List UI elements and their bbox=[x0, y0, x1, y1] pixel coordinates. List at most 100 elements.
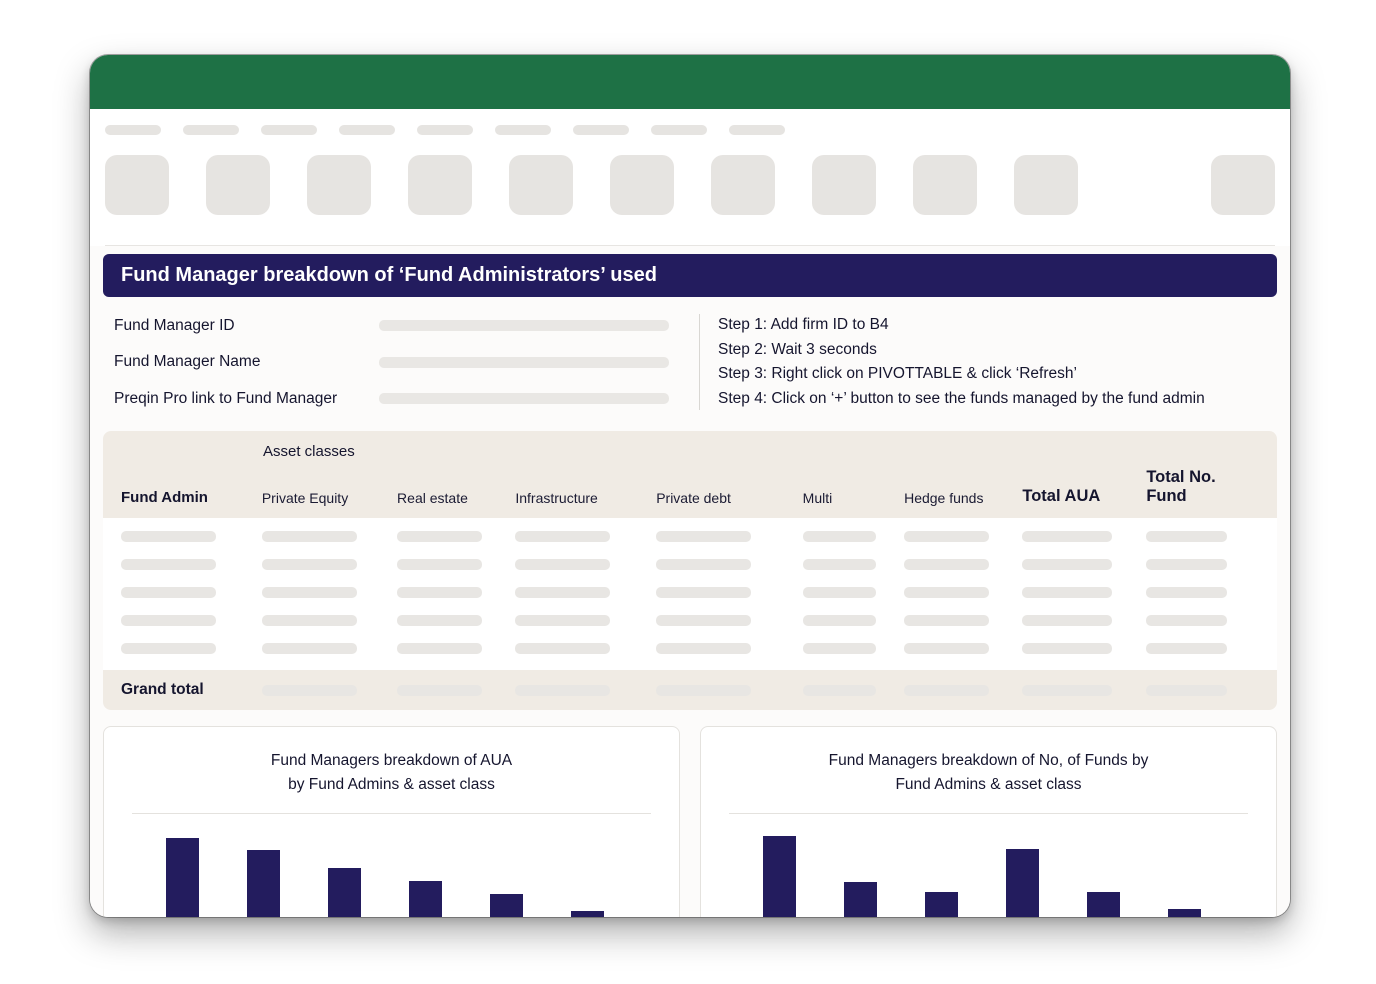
table-cell-placeholder bbox=[261, 614, 397, 626]
step-2: Step 2: Wait 3 seconds bbox=[718, 340, 877, 358]
ribbon-button-placeholder bbox=[812, 155, 876, 215]
grand-total-cell-placeholder bbox=[656, 684, 802, 696]
bar bbox=[166, 838, 199, 917]
chart-title-line: Fund Managers breakdown of No, of Funds … bbox=[828, 752, 1149, 769]
table-cell-placeholder bbox=[1146, 586, 1259, 598]
column-header-private-debt: Private debt bbox=[656, 490, 731, 506]
table-cell-placeholder bbox=[515, 642, 656, 654]
app-window: Fund Manager breakdown of ‘Fund Administ… bbox=[90, 55, 1290, 917]
ribbon-tab-placeholder bbox=[495, 125, 551, 135]
grand-total-cell-placeholder bbox=[515, 684, 656, 696]
chart-title-divider bbox=[729, 813, 1248, 814]
bar bbox=[1006, 849, 1039, 917]
column-header-infrastructure: Infrastructure bbox=[515, 490, 598, 506]
field-row: Fund Manager ID bbox=[114, 311, 699, 340]
ribbon-button-placeholder bbox=[105, 155, 169, 215]
bar bbox=[763, 836, 796, 917]
grand-total-label: Grand total bbox=[121, 681, 204, 698]
column-headers-row: Fund Admin Private Equity Real estate In… bbox=[103, 468, 1277, 518]
bar bbox=[1168, 909, 1201, 917]
bar bbox=[1087, 892, 1120, 917]
table-cell-placeholder bbox=[261, 530, 397, 542]
table-cell-placeholder bbox=[802, 530, 904, 542]
fund-manager-id-value-cell[interactable] bbox=[379, 320, 669, 331]
step-4: Step 4: Click on ‘+’ button to see the f… bbox=[718, 389, 1205, 407]
preqin-pro-link-label: Preqin Pro link to Fund Manager bbox=[114, 389, 338, 407]
ribbon-button-placeholder bbox=[610, 155, 674, 215]
table-cell-placeholder bbox=[121, 530, 262, 542]
window-title-bar bbox=[90, 55, 1290, 109]
table-cell-placeholder bbox=[397, 558, 515, 570]
table-cell-placeholder bbox=[121, 642, 262, 654]
table-cell-placeholder bbox=[515, 530, 656, 542]
table-row bbox=[103, 578, 1277, 606]
table-cell-placeholder bbox=[656, 586, 802, 598]
column-header-multi: Multi bbox=[802, 490, 833, 506]
worksheet-area: Fund Manager breakdown of ‘Fund Administ… bbox=[90, 246, 1290, 917]
table-cell-placeholder bbox=[904, 586, 1022, 598]
table-header: Asset classes Fund Admin Private Equity … bbox=[103, 431, 1277, 518]
chart-title-line: by Fund Admins & asset class bbox=[288, 776, 495, 793]
grand-total-row: Grand total bbox=[103, 670, 1277, 710]
ribbon-tab-placeholder bbox=[573, 125, 629, 135]
chart-title-no-of-funds: Fund Managers breakdown of No, of Funds … bbox=[701, 749, 1276, 797]
fund-manager-id-label: Fund Manager ID bbox=[114, 316, 235, 334]
charts-row: Fund Managers breakdown of AUA by Fund A… bbox=[103, 726, 1277, 917]
instructions: Step 1: Add firm ID to B4 Step 2: Wait 3… bbox=[700, 311, 1205, 413]
table-cell-placeholder bbox=[261, 558, 397, 570]
table-cell-placeholder bbox=[515, 614, 656, 626]
ribbon-tab-placeholder bbox=[729, 125, 785, 135]
grand-total-cell-placeholder bbox=[802, 684, 904, 696]
table-cell-placeholder bbox=[121, 558, 262, 570]
table-cell-placeholder bbox=[802, 642, 904, 654]
toolbar-ribbon bbox=[90, 109, 1290, 246]
table-row bbox=[103, 550, 1277, 578]
ribbon-button-placeholder bbox=[711, 155, 775, 215]
table-row bbox=[103, 606, 1277, 634]
fund-manager-name-value-cell[interactable] bbox=[379, 356, 669, 368]
ribbon-tab-placeholder bbox=[105, 125, 161, 135]
ribbon-button-placeholder bbox=[307, 155, 371, 215]
ribbon-button-placeholder bbox=[1211, 155, 1275, 215]
table-cell-placeholder bbox=[802, 586, 904, 598]
chart-title-divider bbox=[132, 813, 651, 814]
column-header-total-aua: Total AUA bbox=[1022, 487, 1101, 505]
table-cell-placeholder bbox=[656, 558, 802, 570]
table-cell-placeholder bbox=[515, 558, 656, 570]
chart-card-no-of-funds: Fund Managers breakdown of No, of Funds … bbox=[700, 726, 1277, 917]
grand-total-cell-placeholder bbox=[397, 684, 515, 696]
column-header-fund-admin: Fund Admin bbox=[121, 489, 208, 506]
bar-chart-no-of-funds bbox=[763, 834, 1201, 917]
ribbon-tab-placeholder bbox=[339, 125, 395, 135]
table-cell-placeholder bbox=[656, 642, 802, 654]
table-cell-placeholder bbox=[802, 614, 904, 626]
field-row: Fund Manager Name bbox=[114, 348, 699, 377]
bar-chart-aua bbox=[166, 834, 604, 917]
table-cell-placeholder bbox=[1022, 642, 1146, 654]
preqin-pro-link-value-cell[interactable] bbox=[379, 393, 669, 404]
chart-title-line: Fund Managers breakdown of AUA bbox=[270, 752, 513, 769]
grand-total-cell-placeholder bbox=[1146, 684, 1259, 696]
bar bbox=[490, 894, 523, 917]
table-row bbox=[103, 634, 1277, 662]
bar bbox=[925, 892, 958, 917]
table-cell-placeholder bbox=[904, 642, 1022, 654]
table-body bbox=[103, 518, 1277, 670]
table-cell-placeholder bbox=[1022, 614, 1146, 626]
ribbon-button-placeholder bbox=[509, 155, 573, 215]
table-cell-placeholder bbox=[397, 530, 515, 542]
table-cell-placeholder bbox=[1146, 530, 1259, 542]
chart-title-aua: Fund Managers breakdown of AUA by Fund A… bbox=[104, 749, 679, 797]
fund-manager-fields: Fund Manager ID Fund Manager Name Preqin… bbox=[109, 311, 699, 413]
column-header-private-equity: Private Equity bbox=[261, 490, 349, 506]
bar bbox=[571, 911, 604, 917]
column-header-real-estate: Real estate bbox=[397, 490, 468, 506]
ribbon-tabs-placeholder bbox=[105, 125, 1275, 135]
table-cell-placeholder bbox=[904, 614, 1022, 626]
ribbon-buttons-placeholder bbox=[105, 155, 1275, 246]
vertical-divider bbox=[699, 314, 700, 410]
ribbon-button-placeholder bbox=[206, 155, 270, 215]
bar bbox=[328, 868, 361, 917]
bar bbox=[247, 850, 280, 917]
table-cell-placeholder bbox=[904, 558, 1022, 570]
